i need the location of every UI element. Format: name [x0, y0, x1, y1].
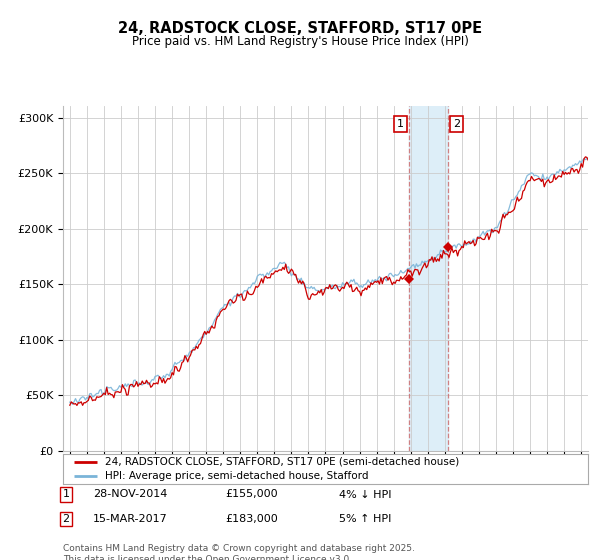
Text: 2: 2: [453, 119, 460, 129]
Text: 24, RADSTOCK CLOSE, STAFFORD, ST17 0PE (semi-detached house): 24, RADSTOCK CLOSE, STAFFORD, ST17 0PE (…: [105, 457, 459, 467]
Text: 28-NOV-2014: 28-NOV-2014: [93, 489, 167, 500]
Text: HPI: Average price, semi-detached house, Stafford: HPI: Average price, semi-detached house,…: [105, 471, 368, 481]
Text: 1: 1: [62, 489, 70, 500]
Text: £155,000: £155,000: [225, 489, 278, 500]
Text: Price paid vs. HM Land Registry's House Price Index (HPI): Price paid vs. HM Land Registry's House …: [131, 35, 469, 48]
Text: £183,000: £183,000: [225, 514, 278, 524]
Text: 15-MAR-2017: 15-MAR-2017: [93, 514, 168, 524]
Text: 24, RADSTOCK CLOSE, STAFFORD, ST17 0PE: 24, RADSTOCK CLOSE, STAFFORD, ST17 0PE: [118, 21, 482, 36]
Text: 4% ↓ HPI: 4% ↓ HPI: [339, 489, 391, 500]
Text: 2: 2: [62, 514, 70, 524]
Text: Contains HM Land Registry data © Crown copyright and database right 2025.
This d: Contains HM Land Registry data © Crown c…: [63, 544, 415, 560]
Text: 1: 1: [397, 119, 404, 129]
Text: 5% ↑ HPI: 5% ↑ HPI: [339, 514, 391, 524]
Bar: [409, 106, 448, 451]
